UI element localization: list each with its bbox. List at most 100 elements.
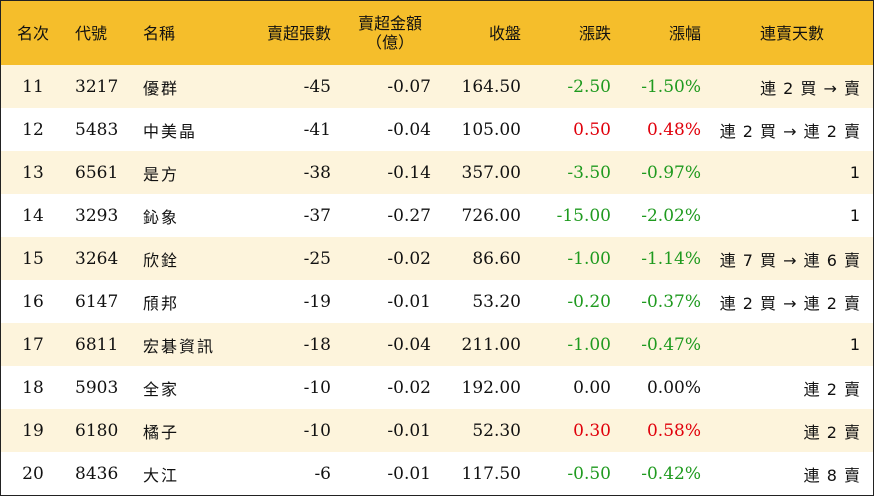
sell-amount-cell: -0.07 <box>387 76 431 97</box>
header-change: 漲跌 <box>578 23 611 43</box>
sell-lots-cell: -37 <box>303 205 331 226</box>
sell-amount-cell: -0.02 <box>387 377 431 398</box>
header-rank: 名次 <box>16 23 49 43</box>
code-cell: 6811 <box>75 334 119 355</box>
header-close: 收盤 <box>488 23 521 43</box>
pct-cell: -1.14% <box>641 248 701 269</box>
days-cell: 連 2 買 → 賣 <box>760 78 861 98</box>
days-cell: 連 2 賣 <box>803 422 861 442</box>
close-cell: 117.50 <box>461 463 521 484</box>
close-cell: 192.00 <box>461 377 521 398</box>
code-cell: 3264 <box>75 248 119 269</box>
table-row: 18 5903 全家 -10 -0.02 192.00 0.00 0.00% 連 2 賣 <box>1 366 873 409</box>
rank-cell: 16 <box>22 291 44 312</box>
pct-cell: 0.48% <box>646 119 701 140</box>
close-cell: 211.00 <box>461 334 521 355</box>
change-cell: 0.00 <box>573 377 611 398</box>
rank-cell: 11 <box>22 76 44 97</box>
change-cell: -0.20 <box>567 291 611 312</box>
pct-cell: 0.00% <box>646 377 701 398</box>
table-row: 15 3264 欣銓 -25 -0.02 86.60 -1.00 -1.14% 連 7 買 → … <box>1 237 873 280</box>
header-sell-amount-line2: （億） <box>365 33 414 52</box>
table-header: 名次 代號 名稱 賣超張數 賣超金額 （億） 收盤 漲跌 漲幅 連賣天數 <box>1 1 873 65</box>
close-cell: 53.20 <box>472 291 521 312</box>
close-cell: 52.30 <box>472 420 521 441</box>
sell-lots-cell: -41 <box>303 119 331 140</box>
rank-cell: 17 <box>22 334 44 355</box>
change-cell: -3.50 <box>567 162 611 183</box>
name-cell: 橘子 <box>143 422 180 442</box>
rank-cell: 20 <box>22 463 44 484</box>
header-code: 代號 <box>75 23 108 43</box>
rank-cell: 18 <box>22 377 44 398</box>
change-cell: -15.00 <box>556 205 611 226</box>
code-cell: 3293 <box>75 205 119 226</box>
close-cell: 726.00 <box>461 205 521 226</box>
table-row: 14 3293 鈊象 -37 -0.27 726.00 -15.00 -2.02% 1 <box>1 194 873 237</box>
name-cell: 鈊象 <box>143 207 180 227</box>
sell-amount-cell: -0.04 <box>387 334 431 355</box>
pct-cell: -1.50% <box>641 76 701 97</box>
change-cell: 0.30 <box>573 420 611 441</box>
code-cell: 8436 <box>75 463 119 484</box>
sell-amount-cell: -0.04 <box>387 119 431 140</box>
sell-amount-cell: -0.27 <box>387 205 431 226</box>
days-cell: 連 7 買 → 連 6 賣 <box>719 250 861 270</box>
name-cell: 是方 <box>143 164 180 184</box>
days-cell: 1 <box>849 206 861 225</box>
sell-lots-cell: -38 <box>303 162 331 183</box>
name-cell: 大江 <box>143 465 180 485</box>
pct-cell: 0.58% <box>646 420 701 441</box>
table-row: 17 6811 宏碁資訊 -18 -0.04 211.00 -1.00 -0.47% 1 <box>1 323 873 366</box>
change-cell: -0.50 <box>567 463 611 484</box>
days-cell: 連 8 賣 <box>803 465 861 485</box>
code-cell: 6147 <box>75 291 119 312</box>
days-cell: 1 <box>849 163 861 182</box>
days-cell: 連 2 賣 <box>803 379 861 399</box>
change-cell: -2.50 <box>567 76 611 97</box>
rank-cell: 14 <box>22 205 44 226</box>
header-sell-amount: 賣超金額 （億） <box>341 1 441 65</box>
header-sell-lots: 賣超張數 <box>266 23 331 43</box>
table-row: 12 5483 中美晶 -41 -0.04 105.00 0.50 0.48% 連 2 買 → … <box>1 108 873 151</box>
close-cell: 357.00 <box>461 162 521 183</box>
header-days: 連賣天數 <box>759 23 824 43</box>
header-name: 名稱 <box>143 23 176 43</box>
change-cell: -1.00 <box>567 334 611 355</box>
days-cell: 1 <box>849 335 861 354</box>
name-cell: 全家 <box>143 379 180 399</box>
close-cell: 164.50 <box>461 76 521 97</box>
sell-lots-cell: -19 <box>303 291 331 312</box>
pct-cell: -0.37% <box>641 291 701 312</box>
days-cell: 連 2 買 → 連 2 賣 <box>719 293 861 313</box>
table-body: 11 3217 優群 -45 -0.07 164.50 -2.50 -1.50% 連 2 買 →… <box>1 65 873 495</box>
name-cell: 中美晶 <box>143 121 198 141</box>
sell-lots-cell: -25 <box>303 248 331 269</box>
header-pct: 漲幅 <box>668 23 701 43</box>
table-row: 11 3217 優群 -45 -0.07 164.50 -2.50 -1.50% 連 2 買 →… <box>1 65 873 108</box>
header-row: 名次 代號 名稱 賣超張數 賣超金額 （億） 收盤 漲跌 漲幅 連賣天數 <box>1 1 873 65</box>
table-row: 20 8436 大江 -6 -0.01 117.50 -0.50 -0.42% 連 8 賣 <box>1 452 873 495</box>
table-row: 16 6147 頎邦 -19 -0.01 53.20 -0.20 -0.37% 連 2 買 → … <box>1 280 873 323</box>
pct-cell: -0.97% <box>641 162 701 183</box>
change-cell: -1.00 <box>567 248 611 269</box>
name-cell: 頎邦 <box>143 293 180 313</box>
change-cell: 0.50 <box>573 119 611 140</box>
pct-cell: -2.02% <box>641 205 701 226</box>
close-cell: 86.60 <box>472 248 521 269</box>
pct-cell: -0.47% <box>641 334 701 355</box>
rank-cell: 15 <box>22 248 44 269</box>
header-sell-amount-line1: 賣超金額 <box>357 14 422 33</box>
sell-lots-cell: -45 <box>303 76 331 97</box>
code-cell: 6180 <box>75 420 119 441</box>
sell-lots-cell: -6 <box>314 463 331 484</box>
sell-lots-cell: -10 <box>303 377 331 398</box>
name-cell: 宏碁資訊 <box>143 336 216 356</box>
rank-cell: 19 <box>22 420 44 441</box>
sell-lots-cell: -10 <box>303 420 331 441</box>
name-cell: 欣銓 <box>143 250 180 270</box>
close-cell: 105.00 <box>461 119 521 140</box>
rank-cell: 13 <box>22 162 44 183</box>
